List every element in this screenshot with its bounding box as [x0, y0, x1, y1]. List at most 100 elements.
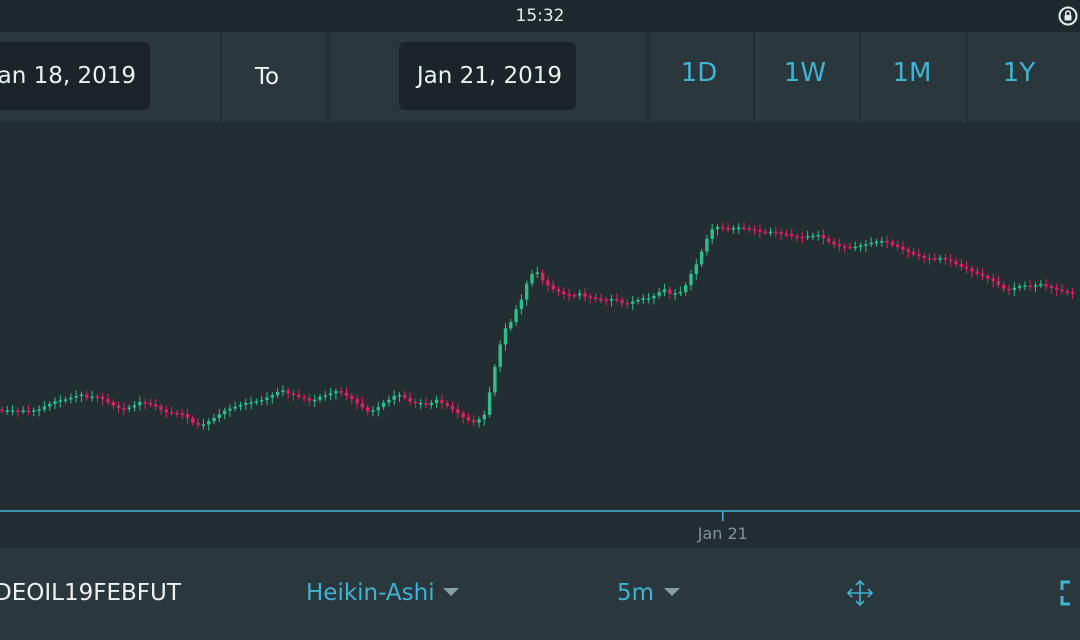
candle-body	[111, 402, 115, 406]
date-range-bar: Jan 18, 2019 To Jan 21, 2019 1D 1W 1M 1Y	[0, 32, 1080, 122]
candle-body	[726, 228, 730, 230]
status-bar: 15:32	[0, 0, 1080, 32]
divider	[966, 32, 968, 122]
candle-body	[74, 395, 78, 398]
status-time: 15:32	[515, 6, 565, 26]
candle-body	[493, 366, 497, 393]
candle-body	[641, 298, 645, 300]
candle-body	[413, 401, 418, 404]
candle-body	[752, 229, 757, 231]
candle-body	[906, 249, 910, 252]
candle-body	[58, 400, 62, 402]
candle-body	[5, 410, 9, 412]
symbol-name[interactable]: DEOIL19FEBFUT	[0, 580, 181, 606]
candle-body	[344, 392, 349, 396]
fullscreen-icon[interactable]	[1060, 580, 1080, 606]
candle-body	[927, 258, 932, 260]
candle-body	[996, 281, 1001, 285]
from-date-field[interactable]: Jan 18, 2019	[0, 42, 150, 110]
divider	[647, 32, 649, 122]
to-date-field[interactable]: Jan 21, 2019	[399, 42, 576, 110]
candle-body	[657, 292, 661, 296]
candle-body	[827, 238, 831, 242]
candle-body	[938, 258, 942, 260]
candle-body	[556, 289, 561, 292]
candle-body	[366, 407, 370, 412]
candle-body	[408, 397, 412, 402]
candle-body	[790, 234, 794, 237]
candle-body	[795, 236, 799, 238]
candle-body	[768, 231, 773, 234]
candle-body	[132, 405, 137, 408]
candle-body	[429, 402, 433, 405]
candle-body	[371, 410, 375, 412]
candle-body	[885, 241, 889, 243]
candle-body	[42, 406, 47, 410]
candle-body	[964, 266, 969, 269]
candle-body	[376, 407, 380, 411]
move-icon[interactable]	[845, 578, 875, 608]
candle-body	[980, 273, 985, 276]
candle-body	[551, 285, 555, 290]
period-1d-button[interactable]: 1D	[680, 58, 718, 88]
candle-body	[1023, 285, 1027, 288]
candle-body	[832, 241, 836, 245]
candle-body	[69, 397, 73, 400]
candle-body	[482, 414, 486, 420]
candle-body	[392, 395, 396, 400]
candle-body	[620, 299, 624, 304]
candle-body	[715, 226, 720, 230]
candle-body	[572, 295, 577, 297]
candle-body	[212, 418, 216, 422]
candle-body	[106, 399, 110, 402]
candle-body	[191, 418, 195, 423]
candlestick-chart[interactable]: Jan 21	[0, 122, 1080, 547]
period-1m-button[interactable]: 1M	[892, 58, 932, 88]
candle-body	[758, 230, 762, 232]
candle-body	[228, 408, 232, 411]
chevron-down-icon[interactable]	[664, 588, 680, 596]
candle-body	[328, 393, 333, 396]
candle-body	[0, 409, 4, 412]
candle-body	[339, 391, 343, 393]
candle-body	[79, 394, 84, 397]
candle-body	[975, 271, 979, 274]
candle-body	[281, 390, 285, 393]
candle-body	[302, 396, 306, 399]
period-1w-button[interactable]: 1W	[783, 58, 827, 88]
candle-body	[1039, 284, 1043, 286]
candle-body	[652, 295, 656, 299]
candle-body	[85, 394, 89, 398]
candle-body	[95, 396, 100, 399]
candle-body	[175, 412, 179, 415]
bottom-toolbar: DEOIL19FEBFUT Heikin-Ashi 5m	[0, 548, 1080, 640]
candle-body	[604, 299, 608, 302]
candle-body	[270, 395, 274, 398]
divider	[220, 32, 222, 122]
candle-body	[313, 399, 317, 402]
candle-body	[880, 241, 884, 243]
candle-body	[477, 419, 481, 423]
timeframe-select[interactable]: 5m	[617, 580, 655, 606]
candle-body	[1007, 288, 1011, 291]
candle-body	[986, 275, 990, 279]
candle-body	[10, 410, 15, 412]
candle-body	[1065, 291, 1069, 293]
candle-body	[662, 289, 667, 293]
period-1y-button[interactable]: 1Y	[1002, 58, 1036, 88]
candle-body	[381, 402, 386, 408]
chart-type-select[interactable]: Heikin-Ashi	[306, 580, 435, 606]
candle-body	[249, 402, 253, 404]
candle-body	[1033, 285, 1038, 287]
candle-body	[450, 405, 455, 410]
candle-body	[668, 289, 672, 294]
candle-body	[445, 403, 449, 406]
candle-body	[933, 258, 937, 260]
candle-body	[864, 244, 868, 246]
chevron-down-icon[interactable]	[443, 588, 459, 596]
candle-body	[180, 413, 184, 416]
candle-body	[101, 396, 105, 400]
from-date-value: Jan 18, 2019	[0, 63, 136, 89]
candle-body	[546, 280, 550, 286]
candle-body	[731, 227, 736, 230]
